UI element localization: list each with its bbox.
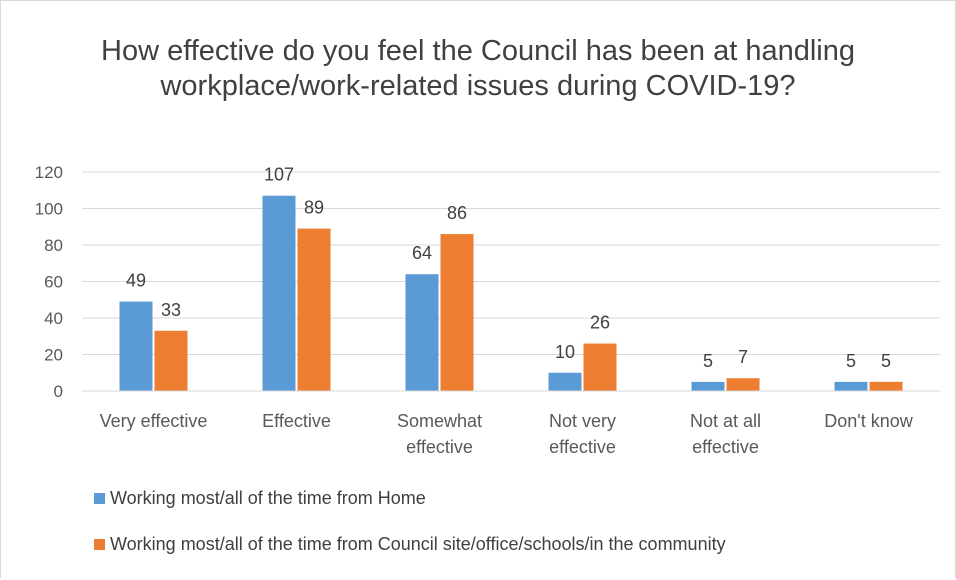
bar-series-2	[154, 330, 188, 391]
chart-title: How effective do you feel the Council ha…	[101, 35, 855, 102]
legend-label-home: Working most/all of the time from Home	[110, 487, 426, 508]
x-category-label: effective	[692, 437, 759, 457]
x-category-label: Somewhat	[397, 411, 482, 431]
bar-series-2	[869, 381, 903, 391]
bar-series-2	[440, 234, 474, 391]
bar-series-2	[726, 378, 760, 391]
x-category-label: Not at all	[690, 411, 761, 431]
data-label: 49	[126, 271, 146, 291]
y-tick-label: 120	[35, 163, 63, 182]
data-label: 5	[703, 351, 713, 371]
data-label: 33	[161, 300, 181, 320]
data-label: 5	[846, 351, 856, 371]
legend-item-home: Working most/all of the time from Home	[94, 488, 726, 508]
data-label: 5	[881, 351, 891, 371]
data-label: 107	[264, 165, 294, 185]
x-category-label: Effective	[262, 411, 331, 431]
chart-legend: Working most/all of the time from Home W…	[94, 488, 726, 580]
bar-series-1	[691, 381, 725, 391]
bar-series-1	[262, 195, 296, 391]
bar-series-1	[834, 381, 868, 391]
bar-series-1	[548, 372, 582, 391]
bar-series-2	[297, 228, 331, 391]
data-label: 86	[447, 203, 467, 223]
y-tick-label: 20	[44, 346, 63, 365]
y-tick-label: 100	[35, 200, 63, 219]
y-tick-label: 60	[44, 273, 63, 292]
y-tick-label: 80	[44, 236, 63, 255]
data-label: 89	[304, 198, 324, 218]
y-tick-label: 40	[44, 309, 63, 328]
legend-swatch-council-site	[94, 538, 105, 550]
bar-series-2	[583, 343, 617, 391]
bar-series-1	[405, 274, 439, 391]
bar-series-1	[119, 301, 153, 391]
data-label: 7	[738, 347, 748, 367]
x-category-label: Don't know	[824, 411, 913, 431]
y-tick-label: 0	[54, 382, 63, 401]
x-category-label: effective	[406, 437, 473, 457]
legend-item-council-site: Working most/all of the time from Counci…	[94, 534, 726, 554]
legend-swatch-home	[94, 492, 105, 504]
x-category-label: Very effective	[100, 411, 208, 431]
data-label: 26	[590, 313, 610, 333]
data-label: 10	[555, 342, 575, 362]
x-category-label: effective	[549, 437, 616, 457]
data-label: 64	[412, 243, 432, 263]
x-category-label: Not very	[549, 411, 616, 431]
legend-label-council-site: Working most/all of the time from Counci…	[110, 533, 726, 554]
